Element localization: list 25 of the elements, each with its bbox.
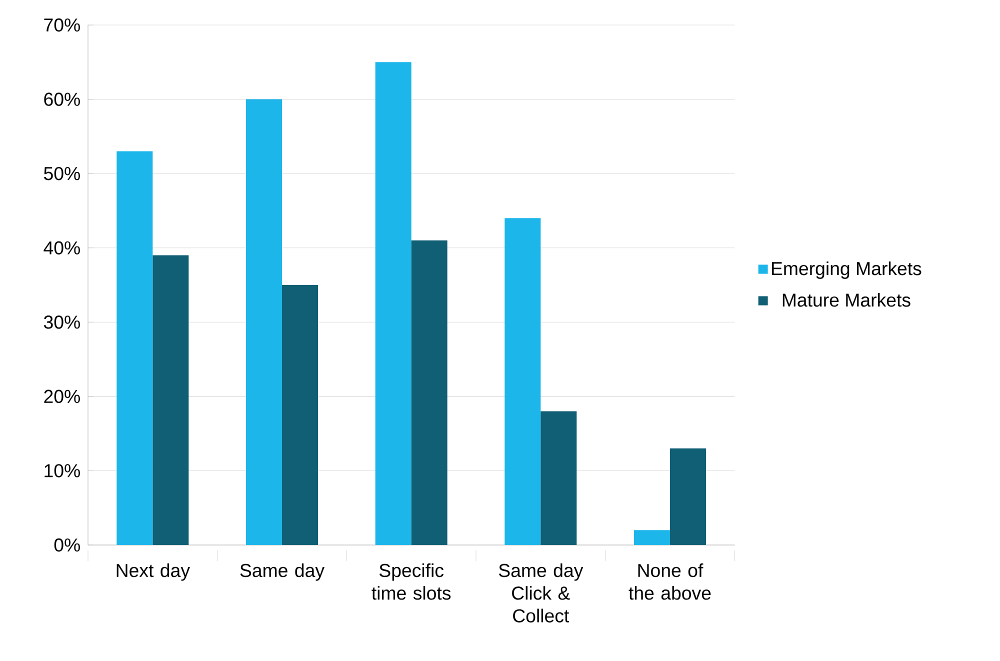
legend-label: Emerging Markets <box>772 261 922 279</box>
x-tick-label: Specific time slots <box>372 563 451 600</box>
y-tick-label: 10% <box>44 464 80 478</box>
bar <box>634 530 670 546</box>
x-tick-label: None of the above <box>628 563 711 600</box>
bar <box>152 255 189 546</box>
y-tick-label: 50% <box>44 166 80 180</box>
y-tick-label: 70% <box>44 18 80 32</box>
y-tick-label: 0% <box>54 538 80 552</box>
bar <box>670 448 706 546</box>
bar <box>411 240 448 546</box>
legend-label: Mature Markets <box>782 293 910 307</box>
x-tick-label: Same day <box>240 563 324 581</box>
bar <box>504 218 541 546</box>
bar <box>540 411 577 546</box>
x-tick-label: Next day <box>116 563 190 581</box>
bar <box>375 62 412 546</box>
x-tick-label: Same day Click & Collect <box>498 563 584 622</box>
bar <box>246 99 282 546</box>
bar <box>282 285 318 546</box>
y-tick-label: 40% <box>44 241 80 254</box>
y-tick-label: 20% <box>44 390 80 404</box>
y-tick-label: 60% <box>44 92 80 106</box>
bar <box>116 151 153 546</box>
y-tick-label: 30% <box>44 316 80 329</box>
